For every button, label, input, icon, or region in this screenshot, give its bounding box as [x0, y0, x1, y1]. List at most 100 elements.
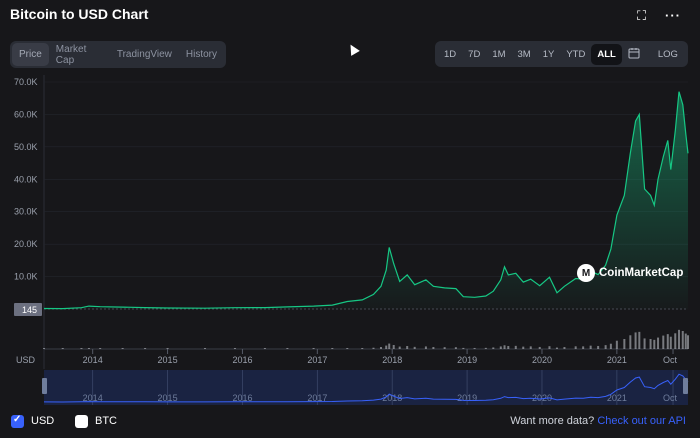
volume-bar [629, 335, 632, 349]
volume-bar [372, 347, 375, 349]
calendar-icon[interactable] [622, 44, 646, 65]
x-tick-label: 2016 [232, 355, 252, 365]
volume-bar [312, 348, 315, 349]
watermark-text: CoinMarketCap [599, 267, 684, 279]
volume-bar [687, 335, 689, 349]
volume-bar [499, 346, 502, 349]
navigator-tick-label: 2019 [457, 393, 477, 403]
volume-bar [392, 345, 395, 349]
volume-bar [657, 337, 660, 349]
volume-bar [623, 339, 626, 349]
volume-bar [538, 346, 541, 349]
x-tick-label: 2015 [158, 355, 178, 365]
volume-bar [432, 347, 435, 349]
log-scale-toggle[interactable]: LOG [657, 48, 678, 60]
volume-bar [424, 346, 427, 349]
volume-bar [653, 339, 656, 349]
navigator-tick-label: 2020 [532, 393, 552, 403]
volume-bar [548, 346, 551, 349]
navigator-tick-label: 2018 [382, 393, 402, 403]
volume-bar [634, 332, 637, 349]
navigator-tick-label: 2017 [307, 393, 327, 403]
navigator-panel[interactable] [44, 370, 688, 405]
x-tick-label: 2014 [83, 355, 103, 365]
y-tick-label: 40.0K [14, 174, 38, 184]
x-tick-label: 2019 [457, 355, 477, 365]
volume-bar [638, 331, 641, 349]
volume-bar [669, 336, 672, 349]
watermark: M CoinMarketCap [577, 264, 683, 282]
current-price-tag [14, 303, 42, 316]
tab-market-cap[interactable]: Market Cap [55, 43, 87, 66]
range-1m[interactable]: 1M [492, 48, 506, 60]
x-tick-label: 2021 [607, 355, 627, 365]
range-ytd[interactable]: YTD [566, 48, 586, 60]
volume-bar [87, 348, 90, 349]
volume-bar [121, 348, 124, 349]
volume-bar [443, 347, 446, 349]
volume-bar [361, 348, 364, 349]
price-line [43, 91, 689, 310]
volume-bar [555, 347, 558, 349]
volume-bar [507, 346, 510, 349]
volume-bar [574, 346, 577, 349]
volume-bar [454, 347, 457, 349]
price-area [44, 91, 688, 309]
volume-bars [43, 329, 689, 349]
volume-bar [413, 346, 416, 349]
more-icon[interactable]: ··· [665, 8, 681, 23]
volume-bar [331, 348, 334, 349]
y-tick-label: 60.0K [14, 109, 38, 119]
volume-bar [398, 346, 401, 349]
x-tick-label: 2020 [532, 355, 552, 365]
volume-bar [406, 346, 409, 349]
range-all[interactable]: ALL [591, 43, 622, 65]
volume-bar [385, 345, 388, 349]
navigator-line [43, 373, 689, 403]
api-link[interactable]: Check out our API [597, 415, 686, 427]
volume-bar [99, 348, 102, 349]
volume-bar [263, 348, 266, 349]
volume-bar [643, 338, 646, 349]
range-1y[interactable]: 1Y [542, 48, 555, 60]
volume-bar [678, 329, 681, 349]
range-7d[interactable]: 7D [468, 48, 481, 60]
chart-type-tabs: Price Market Cap TradingView History [10, 41, 226, 68]
volume-bar [615, 340, 618, 349]
expand-icon[interactable]: ⛶ [637, 8, 647, 23]
y-tick-label: 70.0K [14, 77, 38, 87]
btc-checkbox[interactable] [75, 415, 88, 428]
tab-history[interactable]: History [185, 49, 217, 60]
x-tick-label: 2018 [382, 355, 402, 365]
volume-bar [144, 348, 147, 349]
volume-bar [286, 348, 289, 349]
tab-price[interactable]: Price [12, 43, 49, 66]
volume-bar [388, 343, 391, 349]
volume-bar [563, 347, 566, 349]
volume-bar [684, 333, 687, 349]
footer: USD BTC Want more data? Check out our AP… [0, 413, 700, 433]
usd-checkbox[interactable] [11, 414, 24, 428]
navigator-left-handle[interactable] [42, 378, 47, 394]
volume-bar [609, 343, 612, 349]
y-tick-label: 50.0K [14, 142, 38, 152]
volume-bar [204, 348, 206, 349]
usd-label: USD [31, 415, 55, 427]
volume-bar [503, 345, 506, 349]
range-3m[interactable]: 3M [517, 48, 531, 60]
more-data-question: Want more data? [510, 415, 595, 427]
btc-label: BTC [95, 415, 117, 427]
volume-bar [379, 347, 382, 349]
page-title: Bitcoin to USD Chart [10, 6, 149, 22]
tab-tradingview[interactable]: TradingView [116, 49, 172, 60]
y-tick-label: 30.0K [14, 207, 38, 217]
volume-bar [582, 346, 585, 349]
volume-bar [80, 348, 83, 349]
range-1d[interactable]: 1D [444, 48, 457, 60]
volume-bar [522, 346, 525, 349]
navigator-tick-label: 2015 [158, 393, 178, 403]
navigator-right-handle[interactable] [683, 378, 688, 394]
volume-bar [43, 348, 45, 349]
volume-bar [233, 348, 236, 349]
